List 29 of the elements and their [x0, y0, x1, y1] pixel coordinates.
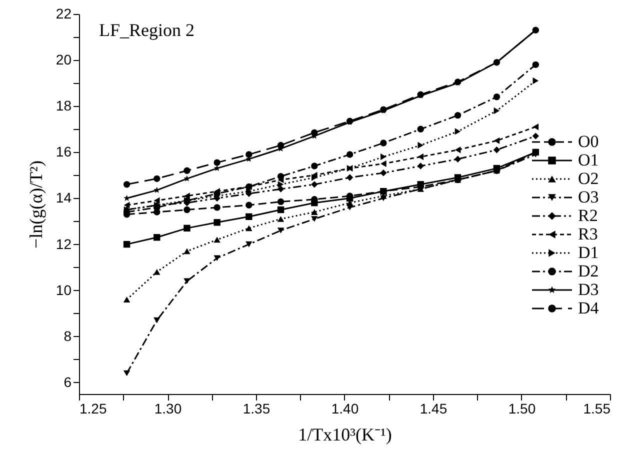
- x-tick-label: 1.55: [583, 400, 611, 416]
- legend-label: O1: [578, 150, 599, 170]
- y-tick-label: 6: [64, 374, 72, 390]
- x-tick-label: 1.25: [80, 400, 107, 416]
- y-tick-label: 22: [56, 6, 72, 22]
- legend-label: D1: [578, 243, 599, 262]
- legend-label: D4: [578, 298, 600, 318]
- legend-label: O0: [578, 132, 599, 151]
- legend-label: D3: [578, 280, 599, 299]
- chart-title: LF_Region 2: [99, 20, 195, 40]
- y-tick-label: 10: [56, 282, 72, 298]
- legend-label: O2: [578, 169, 599, 188]
- text: 1.50: [508, 400, 536, 416]
- y-tick-label: 16: [56, 144, 72, 160]
- legend-label: O3: [578, 188, 599, 206]
- y-axis-title: −ln(g(α)/T²): [26, 160, 46, 248]
- x-tick-label: 1.45: [420, 400, 448, 416]
- y-tick-label: 14: [56, 190, 72, 206]
- y-tick-label: 20: [56, 52, 72, 68]
- legend-label: R2: [578, 206, 598, 225]
- y-tick-label: 18: [56, 98, 72, 114]
- y-tick-label: 8: [64, 328, 72, 344]
- y-tick-label: 12: [56, 236, 72, 252]
- x-axis-title: 1/Tx10³(K⁻¹): [298, 424, 392, 444]
- text: 1.30: [154, 400, 182, 416]
- legend-label: R3: [578, 224, 598, 244]
- legend-label: D2: [578, 262, 599, 280]
- x-tick-label: 1.35: [242, 400, 270, 416]
- text: 1.40: [331, 400, 359, 416]
